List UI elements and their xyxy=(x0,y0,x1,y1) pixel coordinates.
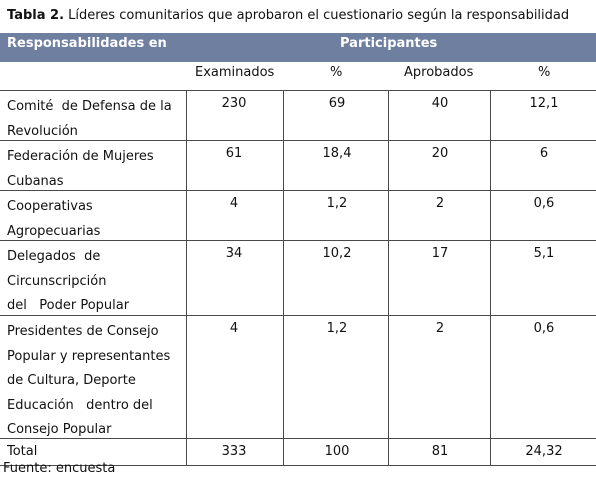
column-divider xyxy=(186,191,187,240)
row-value: 10,2 xyxy=(322,246,352,261)
table-row: Cooperativas Agropecuarias 4 1,2 2 0,6 xyxy=(0,191,596,241)
row-label-line: Revolución xyxy=(7,123,78,139)
row-label: Federación de Mujeres Cubanas xyxy=(7,145,154,194)
row-label-line: Delegados de xyxy=(7,249,101,264)
row-label: Comité de Defensa de la Revolución xyxy=(7,95,172,144)
row-value: 18,4 xyxy=(322,146,352,161)
table-row: Presidentes de Consejo Popular y represen… xyxy=(0,316,596,439)
column-divider xyxy=(388,439,389,465)
table-row: Comité de Defensa de la Revolución 230 69 40… xyxy=(0,91,596,141)
row-value: 230 xyxy=(221,96,247,111)
row-label: Total xyxy=(7,443,37,461)
row-value: 40 xyxy=(431,96,449,111)
row-value: 333 xyxy=(221,444,247,459)
row-value: 12,1 xyxy=(529,96,559,111)
row-label-line: Cubanas xyxy=(7,173,64,189)
column-divider xyxy=(388,241,389,315)
row-label: Delegados de Circunscripción del Poder Pop… xyxy=(7,245,129,319)
subheader-examinados: Examinados xyxy=(195,65,275,80)
subheader-aprobados: Aprobados xyxy=(404,65,474,80)
row-value: 2 xyxy=(435,196,445,211)
row-label-line: Popular y representantes xyxy=(7,348,171,364)
row-value: 6 xyxy=(539,146,549,161)
table-body: Comité de Defensa de la Revolución 230 69 40… xyxy=(0,91,596,466)
column-divider xyxy=(186,141,187,190)
row-value: 61 xyxy=(225,146,243,161)
column-divider xyxy=(388,141,389,190)
table-row: Total 333 100 81 24,32 xyxy=(0,439,596,466)
column-divider xyxy=(186,316,187,438)
row-value: 1,2 xyxy=(326,196,348,211)
subheader-pct-2: % xyxy=(538,65,551,80)
row-label: Presidentes de Consejo Popular y represen… xyxy=(7,320,170,443)
column-divider xyxy=(490,316,491,438)
row-label-line: Agropecuarias xyxy=(7,223,101,239)
row-value: 0,6 xyxy=(533,196,555,211)
table-header: Responsabilidades en Participantes xyxy=(0,33,596,62)
column-divider xyxy=(283,191,284,240)
header-responsabilidades: Responsabilidades en xyxy=(7,36,167,51)
row-value: 5,1 xyxy=(533,246,555,261)
row-value: 4 xyxy=(229,321,239,336)
row-label-line: Presidentes de Consejo xyxy=(7,324,159,339)
row-value: 34 xyxy=(225,246,243,261)
row-value: 100 xyxy=(324,444,350,459)
column-divider xyxy=(490,241,491,315)
column-divider xyxy=(283,141,284,190)
row-value: 0,6 xyxy=(533,321,555,336)
row-value: 24,32 xyxy=(525,444,563,459)
row-label-line: Consejo Popular xyxy=(7,422,112,437)
row-label-line: Comité de Defensa de la xyxy=(7,99,172,114)
source-note: Fuente: encuesta xyxy=(3,461,116,476)
column-divider xyxy=(186,439,187,465)
data-table: Responsabilidades en Participantes Exami… xyxy=(0,33,596,466)
column-divider xyxy=(490,191,491,240)
caption-text: Líderes comunitarios que aprobaron el cu… xyxy=(64,8,570,23)
column-divider xyxy=(388,91,389,140)
row-label-line: Circunscripción xyxy=(7,273,107,289)
column-divider xyxy=(186,241,187,315)
row-label-line: Total xyxy=(7,444,38,459)
column-divider xyxy=(490,91,491,140)
table-row: Delegados de Circunscripción del Poder Pop… xyxy=(0,241,596,316)
column-divider xyxy=(283,91,284,140)
column-divider xyxy=(388,191,389,240)
column-divider xyxy=(283,316,284,438)
table-row: Federación de Mujeres Cubanas 61 18,4 20 6 xyxy=(0,141,596,191)
column-divider xyxy=(388,316,389,438)
table-caption: Tabla 2. Líderes comunitarios que aproba… xyxy=(7,7,569,25)
row-label-line: Educación dentro del xyxy=(7,397,153,413)
column-divider xyxy=(490,141,491,190)
row-value: 81 xyxy=(431,444,449,459)
caption-prefix: Tabla 2. xyxy=(7,8,65,23)
row-label-line: Cooperativas xyxy=(7,199,93,214)
column-divider xyxy=(490,439,491,465)
row-label: Cooperativas Agropecuarias xyxy=(7,195,100,244)
row-value: 1,2 xyxy=(326,321,348,336)
column-divider xyxy=(186,91,187,140)
row-label-line: del Poder Popular xyxy=(7,298,130,313)
row-value: 4 xyxy=(229,196,239,211)
row-value: 20 xyxy=(431,146,449,161)
header-participantes: Participantes xyxy=(340,36,438,51)
row-label-line: de Cultura, Deporte xyxy=(7,373,136,388)
row-value: 2 xyxy=(435,321,445,336)
row-label-line: Federación de Mujeres xyxy=(7,149,154,164)
column-divider xyxy=(283,439,284,465)
row-value: 17 xyxy=(431,246,449,261)
table-subheader: Examinados % Aprobados % xyxy=(0,62,596,91)
row-value: 69 xyxy=(328,96,346,111)
subheader-pct-1: % xyxy=(330,65,343,80)
column-divider xyxy=(283,241,284,315)
